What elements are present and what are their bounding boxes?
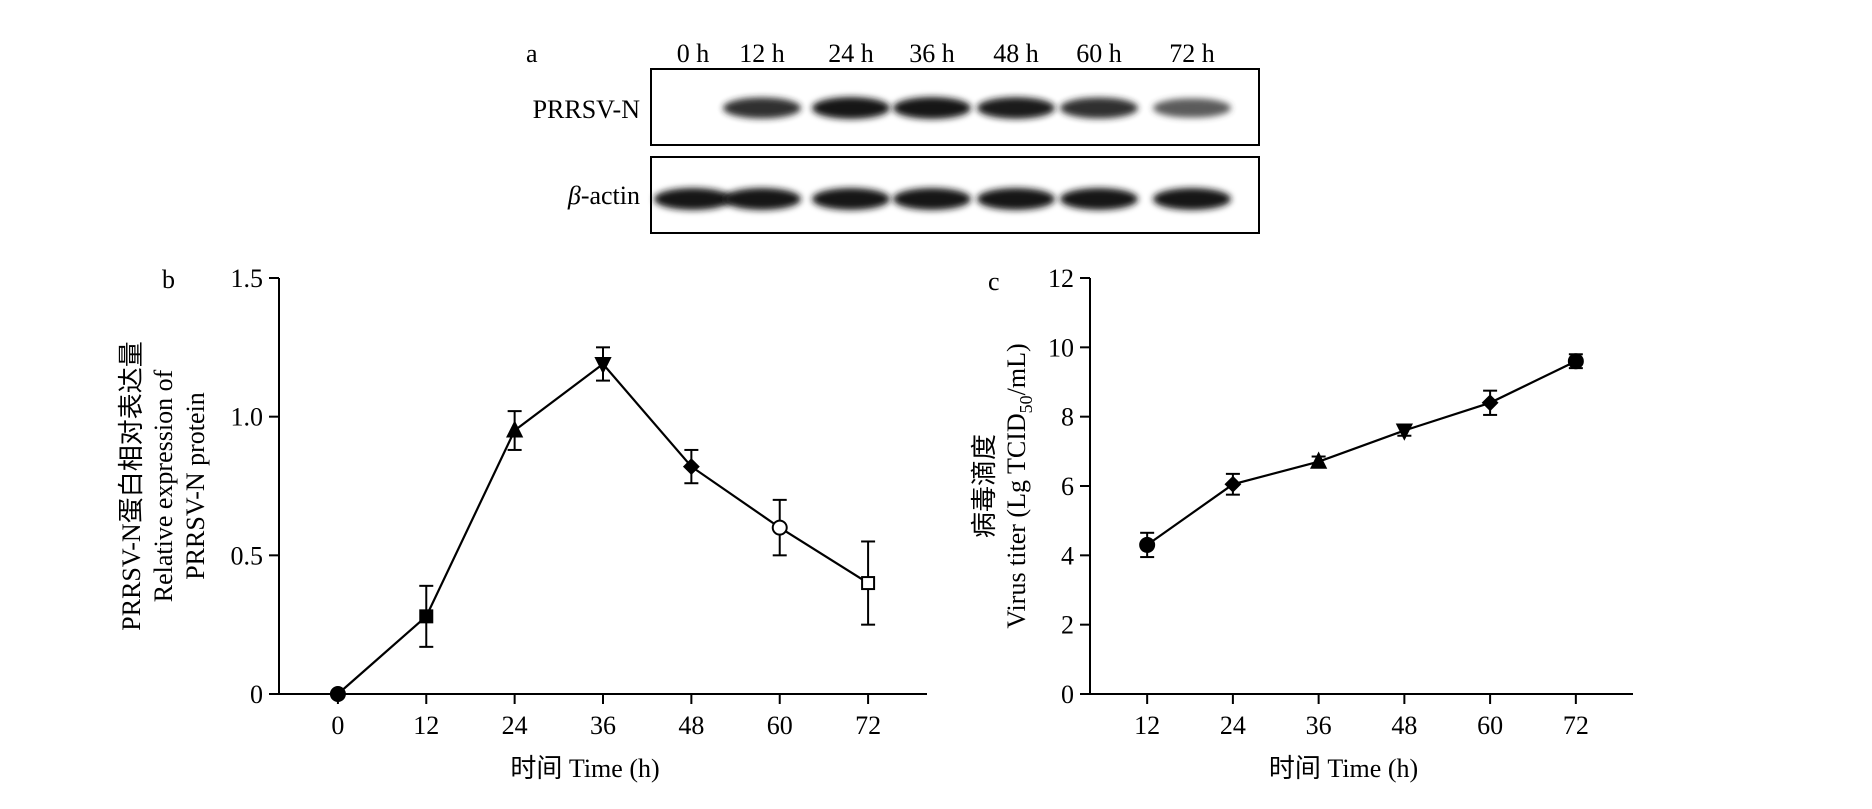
series-line — [337, 362, 869, 695]
blot-band — [977, 97, 1055, 119]
data-point — [1395, 423, 1413, 441]
lane-label: 48 h — [993, 39, 1039, 68]
lane-label: 36 h — [909, 39, 955, 68]
x-axis-title: 时间 Time (h) — [1269, 754, 1418, 783]
blot-row-label-italic: β — [567, 181, 581, 210]
data-point — [1567, 353, 1584, 370]
y-tick-label: 1.0 — [231, 403, 264, 432]
lane-label: 24 h — [828, 39, 874, 68]
y-tick-label: 12 — [1048, 264, 1074, 293]
blot-band — [812, 97, 890, 119]
x-tick-label: 24 — [1220, 711, 1246, 740]
blot-band — [723, 97, 801, 119]
lane-label: 60 h — [1076, 39, 1122, 68]
blot-row-label: β-actin — [567, 181, 640, 210]
y-axis-title-subscript: 50 — [1016, 395, 1036, 413]
x-axis-title: 时间 Time (h) — [510, 754, 659, 783]
x-tick-label: 48 — [1391, 711, 1417, 740]
blot-band — [654, 188, 732, 210]
blot-band — [723, 188, 801, 210]
y-tick-label: 10 — [1048, 333, 1074, 362]
x-tick-label: 60 — [1477, 711, 1503, 740]
blot-band — [1153, 98, 1231, 118]
y-tick-label: 4 — [1061, 541, 1074, 570]
y-tick-label: 1.5 — [231, 264, 264, 293]
panel-label-b: b — [162, 265, 175, 294]
x-tick-label: 36 — [1306, 711, 1332, 740]
blot-band — [812, 188, 890, 210]
blot-band — [1060, 97, 1138, 119]
blot-band — [893, 188, 971, 210]
series-line — [1146, 360, 1577, 546]
chart-panel-b: b 0 0.5 1.0 1.5 0 12 24 36 48 60 72 时间 Time (h) PRRS… — [117, 264, 927, 783]
blot-band — [1060, 188, 1138, 210]
blot-band — [893, 97, 971, 119]
x-tick-label: 12 — [1134, 711, 1160, 740]
lane-label: 0 h — [677, 39, 710, 68]
y-axis-title-line: 病毒滴度 — [970, 434, 999, 538]
y-tick-label: 2 — [1061, 611, 1074, 640]
lane-label: 12 h — [739, 39, 785, 68]
y-axis-title-line: PRRSV-N protein — [181, 392, 210, 580]
y-axis-title: 病毒滴度 Virus titer (Lg TCID50/mL) — [970, 343, 1036, 628]
blot-rows: PRRSV-N β-actin — [533, 68, 1260, 234]
data-point — [1139, 536, 1156, 553]
x-tick-label: 0 — [331, 711, 344, 740]
x-tick-label: 72 — [1563, 711, 1589, 740]
data-point — [594, 356, 612, 375]
blot-row-label-text: -actin — [581, 181, 640, 210]
y-axis-title-line-end: /mL) — [1002, 343, 1031, 395]
lane-labels: 0 h 12 h 24 h 36 h 48 h 60 h 72 h — [677, 39, 1215, 68]
series — [1139, 353, 1584, 559]
y-tick-label: 0.5 — [231, 541, 264, 570]
data-point — [1224, 475, 1242, 493]
y-tick-label: 0 — [1061, 680, 1074, 709]
x-tick-label: 24 — [502, 711, 528, 740]
series — [329, 346, 876, 702]
data-point — [861, 576, 876, 591]
data-point — [682, 458, 700, 476]
western-blot-panel: a 0 h 12 h 24 h 36 h 48 h 60 h 72 h PRRSV-N β-a… — [526, 39, 1260, 234]
blot-band — [977, 188, 1055, 210]
x-tick-label: 72 — [855, 711, 881, 740]
chart-b: 0 0.5 1.0 1.5 0 12 24 36 48 60 72 时间 Time (h) PRRSV-… — [117, 264, 927, 783]
data-point — [506, 420, 524, 438]
blot-row: β-actin — [567, 156, 1260, 234]
x-tick-label: 60 — [767, 711, 793, 740]
y-axis-title-line: Virus titer (Lg TCID — [1002, 413, 1031, 628]
data-point — [419, 609, 434, 624]
y-axis-title-line: Relative expression of — [149, 369, 178, 602]
y-axis-title-line: PRRSV-N蛋白相对表达量 — [117, 341, 146, 630]
data-point — [771, 519, 788, 536]
panel-label-c: c — [988, 267, 1000, 296]
x-tick-label: 12 — [413, 711, 439, 740]
data-point — [1310, 451, 1328, 469]
x-tick-label: 36 — [590, 711, 616, 740]
lane-label: 72 h — [1169, 39, 1215, 68]
blot-row: PRRSV-N — [533, 68, 1260, 146]
blot-row-label-text: PRRSV-N — [533, 95, 641, 124]
panel-label-a: a — [526, 39, 538, 68]
x-tick-label: 48 — [678, 711, 704, 740]
blot-row-label: PRRSV-N — [533, 95, 641, 124]
y-tick-label: 6 — [1061, 472, 1074, 501]
y-axis-title: PRRSV-N蛋白相对表达量 Relative expression of PRRS… — [117, 341, 210, 630]
blot-band — [1153, 188, 1231, 210]
y-tick-label: 8 — [1061, 403, 1074, 432]
data-point — [329, 686, 346, 702]
y-tick-label: 0 — [250, 680, 263, 709]
data-point — [1481, 394, 1499, 412]
